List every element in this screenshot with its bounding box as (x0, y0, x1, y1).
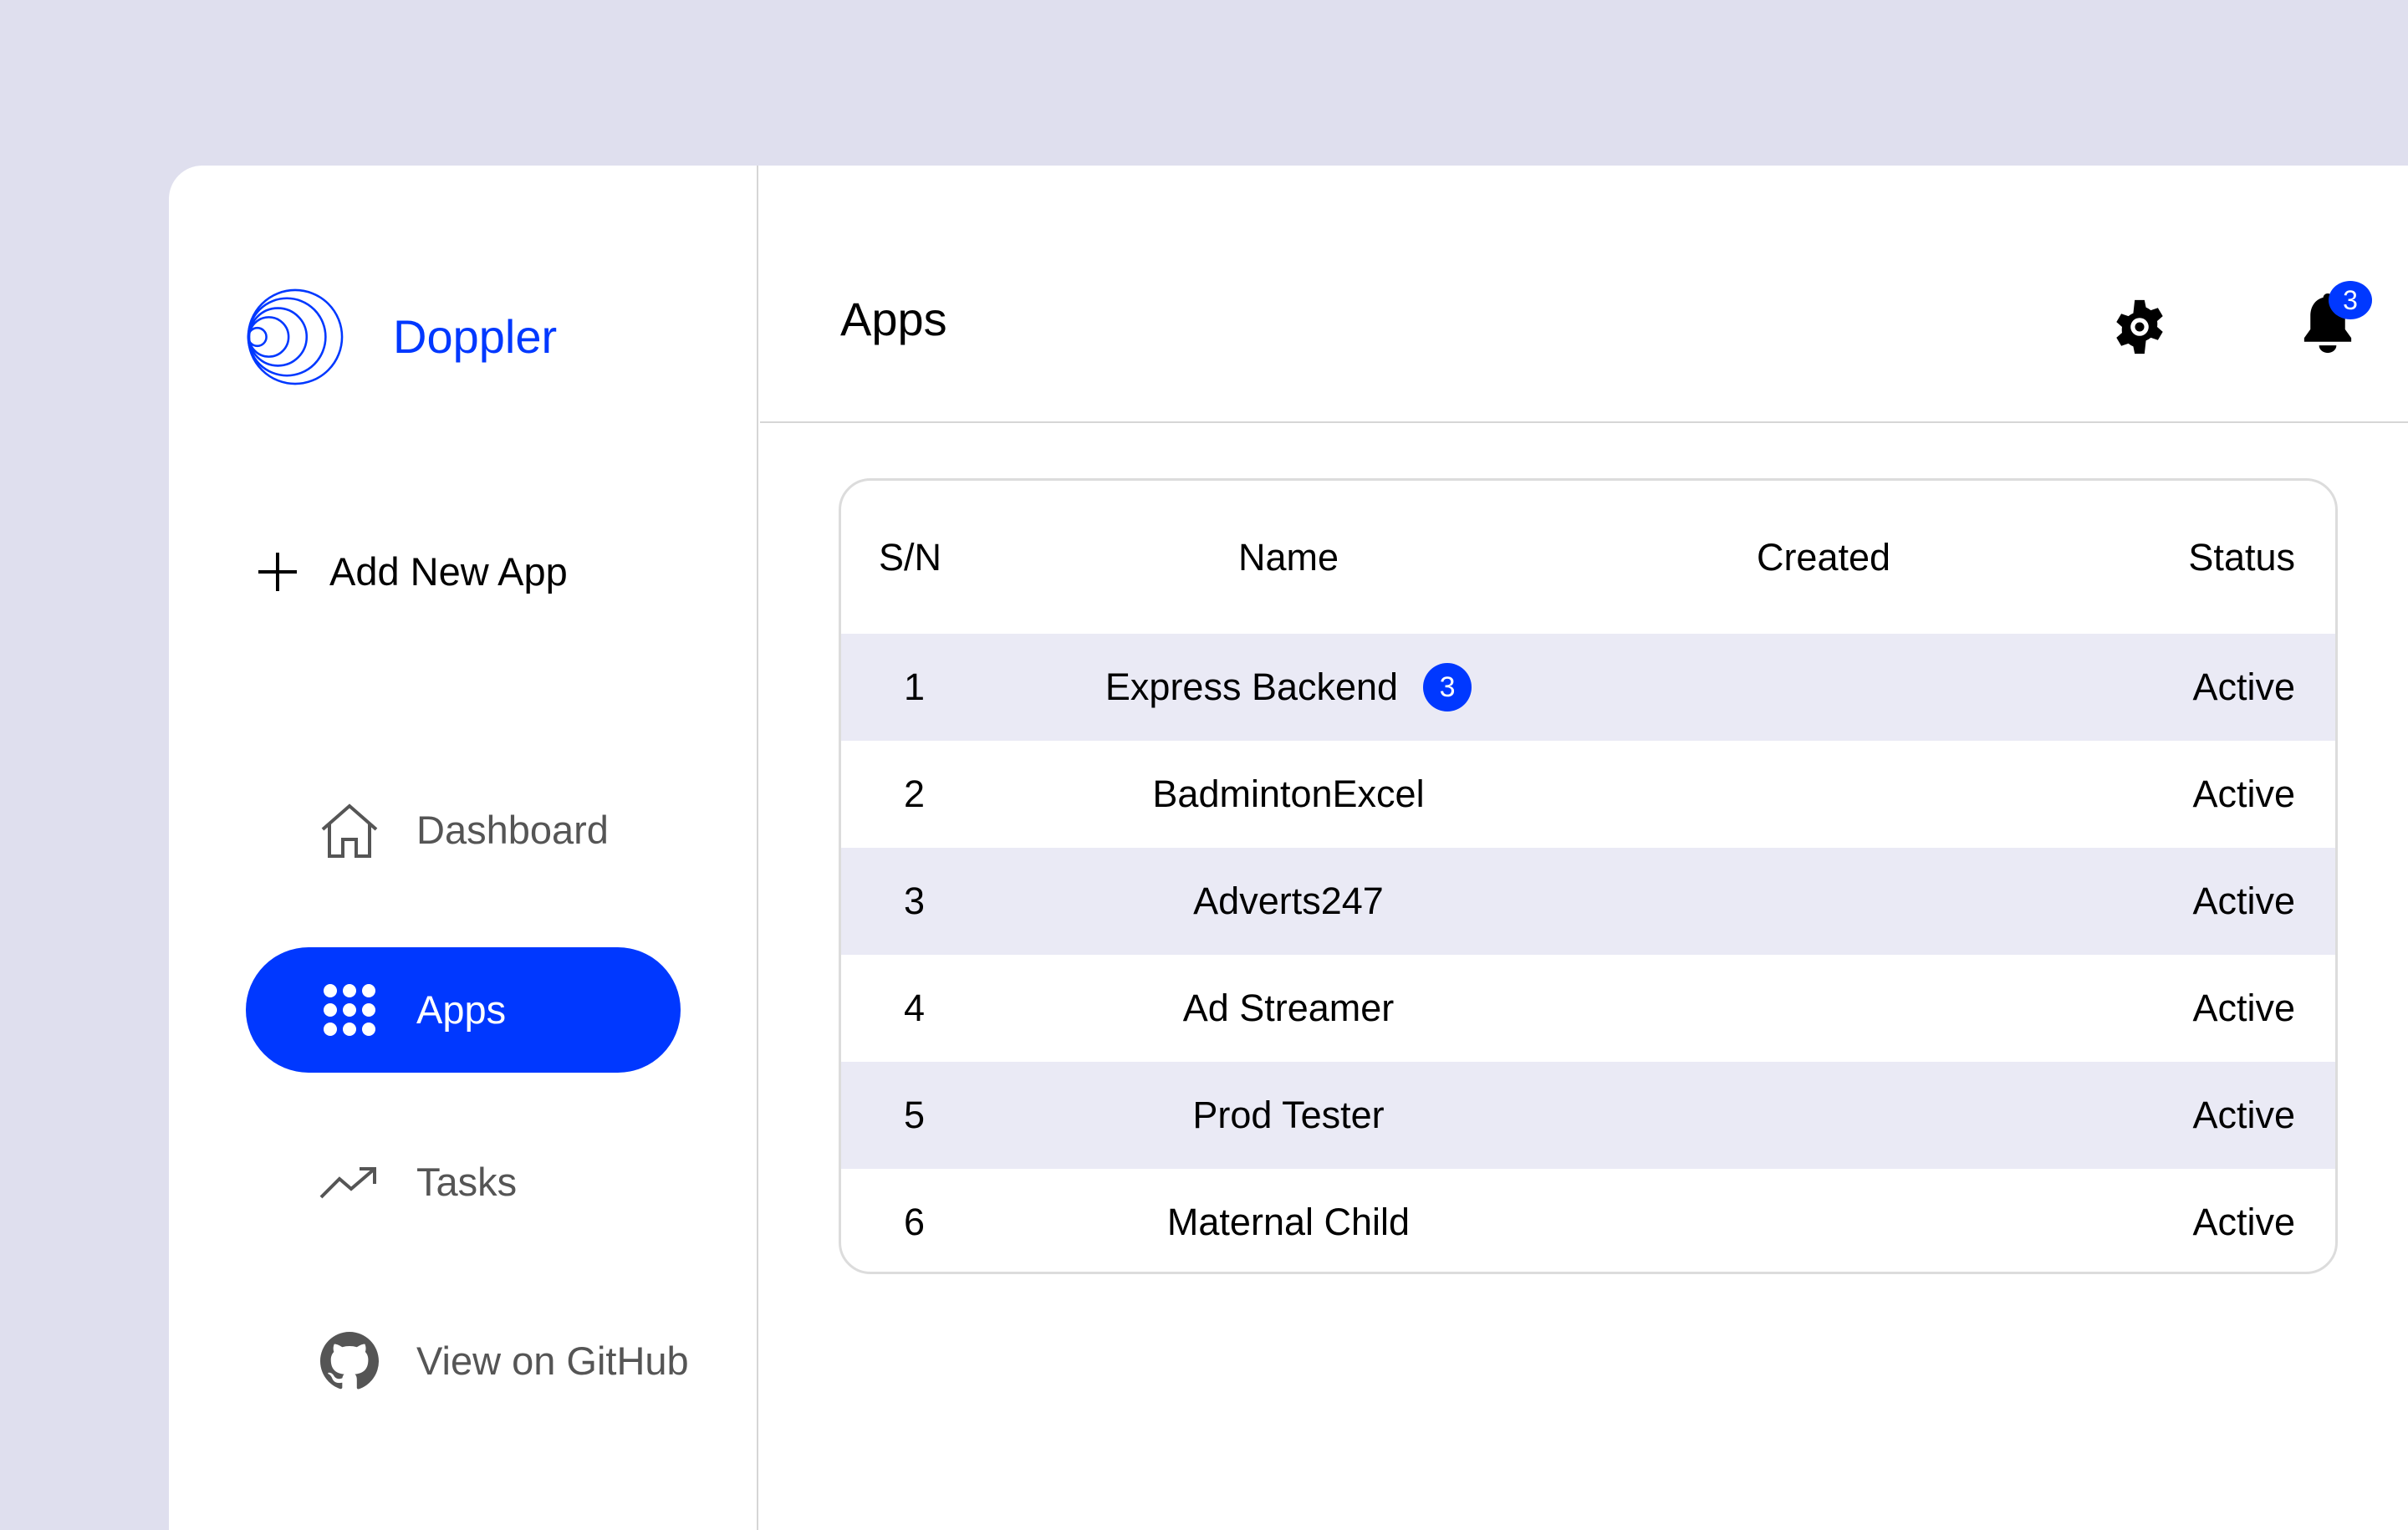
table-row[interactable]: 4 Ad Streamer Active (841, 955, 2335, 1062)
cell-sn: 3 (903, 880, 926, 922)
sidebar-item-label: View on GitHub (416, 1338, 689, 1383)
add-new-app-button[interactable]: Add New App (253, 547, 568, 597)
home-icon (316, 801, 383, 859)
column-header-sn[interactable]: S/N (879, 535, 942, 579)
cell-sn: 6 (903, 1201, 926, 1243)
logo[interactable]: Doppler (246, 288, 557, 386)
sidebar: Doppler Add New App Dashboard Apps Tasks… (169, 166, 758, 1530)
page-header: Apps 3 (760, 166, 2408, 423)
table-row[interactable]: 2 BadmintonExcel Active (841, 741, 2335, 848)
cell-status: Active (2192, 666, 2295, 708)
cell-sn: 2 (903, 773, 926, 815)
app-window: Doppler Add New App Dashboard Apps Tasks… (169, 166, 2408, 1530)
doppler-logo-icon (247, 288, 344, 385)
table-header: S/N Name Created Status (841, 481, 2335, 634)
sidebar-item-apps[interactable]: Apps (246, 947, 681, 1073)
column-header-created[interactable]: Created (1756, 535, 1891, 579)
sidebar-item-label: Dashboard (416, 807, 609, 852)
table-row[interactable]: 1 Express Backend 3 Active (841, 634, 2335, 741)
app-badge: 3 (1423, 663, 1472, 711)
sidebar-item-label: Apps (416, 987, 507, 1032)
cell-sn: 4 (903, 987, 926, 1029)
sidebar-item-label: Tasks (416, 1159, 518, 1204)
column-header-name[interactable]: Name (1237, 535, 1339, 579)
cell-name: Prod Tester (1192, 1094, 1385, 1136)
app-name: Express Backend (1105, 666, 1399, 708)
grid-icon (316, 982, 383, 1038)
cell-name: BadmintonExcel (1152, 773, 1425, 815)
table-row[interactable]: 5 Prod Tester Active (841, 1062, 2335, 1169)
github-icon (316, 1332, 383, 1390)
sidebar-item-dashboard[interactable]: Dashboard (246, 768, 714, 893)
trend-up-icon (316, 1164, 383, 1201)
cell-name: Maternal Child (1166, 1201, 1411, 1243)
settings-button[interactable] (2110, 298, 2169, 356)
main-content: Apps 3 S/N Name Created Status 1 Express… (760, 166, 2408, 1530)
sidebar-item-tasks[interactable]: Tasks (246, 1119, 714, 1245)
cell-status: Active (2192, 1201, 2295, 1243)
cell-sn: 5 (903, 1094, 926, 1136)
sidebar-item-github[interactable]: View on GitHub (246, 1298, 714, 1424)
add-new-app-label: Add New App (329, 548, 568, 594)
plus-icon (253, 547, 303, 597)
apps-table: S/N Name Created Status 1 Express Backen… (839, 478, 2338, 1274)
cell-name: Ad Streamer (1182, 987, 1395, 1029)
notifications-button[interactable]: 3 (2300, 281, 2384, 358)
cell-status: Active (2192, 987, 2295, 1029)
cell-sn: 1 (903, 666, 926, 708)
table-row[interactable]: 3 Adverts247 Active (841, 848, 2335, 955)
page-title: Apps (840, 293, 947, 345)
brand-name: Doppler (393, 310, 558, 364)
cell-status: Active (2192, 1094, 2295, 1136)
notification-badge: 3 (2329, 281, 2372, 319)
cell-name: Express Backend 3 (987, 663, 1589, 711)
cell-status: Active (2192, 880, 2295, 922)
table-row[interactable]: 6 Maternal Child Active (841, 1169, 2335, 1276)
cell-name: Adverts247 (1193, 880, 1384, 922)
cell-status: Active (2192, 773, 2295, 815)
gear-icon (2116, 299, 2163, 354)
column-header-status[interactable]: Status (2188, 535, 2295, 579)
